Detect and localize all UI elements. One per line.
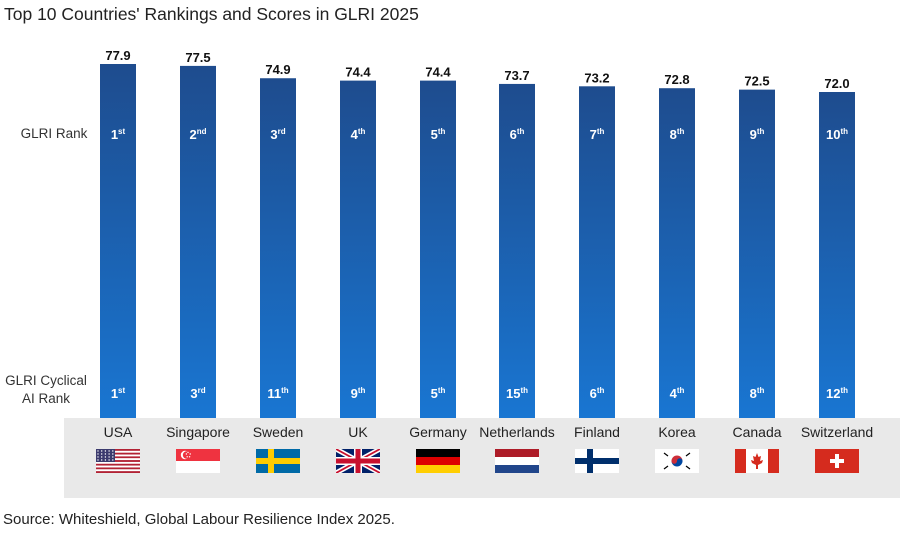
value-label: 73.2 [584, 70, 609, 85]
country-label: Sweden [252, 424, 304, 440]
value-label: 72.8 [664, 72, 689, 87]
bar-usa [100, 64, 136, 418]
value-label: 77.9 [105, 48, 130, 63]
finland-flag-icon [575, 449, 619, 473]
cyclical-ai-rank-label: 9th [351, 386, 366, 401]
country-label: Finland [574, 424, 620, 440]
glri-rank-label: 9th [750, 127, 765, 142]
cyclical-ai-rank-label: 12th [826, 386, 848, 401]
value-label: 77.5 [185, 50, 210, 65]
germany-flag-icon [416, 449, 460, 473]
sweden-flag-icon [256, 449, 300, 473]
value-label: 73.7 [504, 68, 529, 83]
value-label: 72.5 [744, 74, 769, 89]
country-label: Switzerland [800, 424, 874, 440]
country-label: Korea [658, 424, 696, 440]
korea-flag-icon [655, 449, 699, 473]
bar-switzerland [819, 92, 855, 418]
bar-singapore [180, 65, 216, 418]
switzerland-flag-icon [815, 449, 859, 473]
value-label: 72.0 [824, 76, 849, 91]
row-label-cyclical-line1: GLRI Cyclical [5, 373, 87, 388]
bar-sweden [260, 78, 296, 418]
country-label: Singapore [166, 424, 230, 440]
glri-rank-label: 1st [111, 127, 126, 142]
glri-rank-label: 3rd [270, 127, 285, 142]
country-label: Canada [732, 424, 782, 440]
row-label-glri-rank: GLRI Rank [20, 126, 88, 141]
row-label-cyclical-line2: AI Rank [21, 391, 71, 406]
cyclical-ai-rank-label: 11th [267, 386, 288, 401]
chart-title: Top 10 Countries' Rankings and Scores in… [4, 4, 419, 24]
country-label: Germany [409, 424, 467, 440]
glri-rank-label: 5th [431, 127, 446, 142]
glri-rank-label: 7th [590, 127, 605, 142]
uk-flag-icon [334, 446, 382, 476]
glri-rank-label: 4th [351, 127, 366, 142]
bar-netherlands [499, 83, 535, 419]
source-note: Source: Whiteshield, Global Labour Resil… [3, 511, 395, 528]
glri-rank-label: 10th [826, 127, 848, 142]
usa-flag-icon [96, 449, 140, 474]
bar-canada [739, 89, 775, 418]
country-label: USA [103, 424, 133, 440]
glri-rank-label: 6th [510, 127, 525, 142]
bar-finland [579, 86, 615, 418]
country-label: UK [348, 424, 368, 440]
cyclical-ai-rank-label: 1st [111, 386, 126, 401]
netherlands-flag-icon [495, 449, 539, 473]
cyclical-ai-rank-label: 8th [750, 386, 765, 401]
bar-korea [659, 88, 695, 418]
glri-rank-label: 2nd [189, 127, 206, 142]
cyclical-ai-rank-label: 5th [431, 386, 446, 401]
country-label: Netherlands [479, 424, 555, 440]
cyclical-ai-rank-label: 6th [590, 386, 605, 401]
cyclical-ai-rank-label: 15th [506, 386, 528, 401]
value-label: 74.4 [345, 65, 371, 80]
bar-germany [420, 80, 456, 418]
glri-rank-label: 8th [670, 127, 685, 142]
value-label: 74.9 [265, 62, 290, 77]
singapore-flag-icon [176, 449, 220, 473]
cyclical-ai-rank-label: 4th [670, 386, 685, 401]
row-label-cyclical-ai-rank: GLRI Cyclical AI Rank [0, 372, 92, 408]
cyclical-ai-rank-label: 3rd [190, 386, 205, 401]
canada-flag-icon [735, 449, 779, 473]
value-label: 74.4 [425, 65, 451, 80]
bar-uk [340, 80, 376, 418]
